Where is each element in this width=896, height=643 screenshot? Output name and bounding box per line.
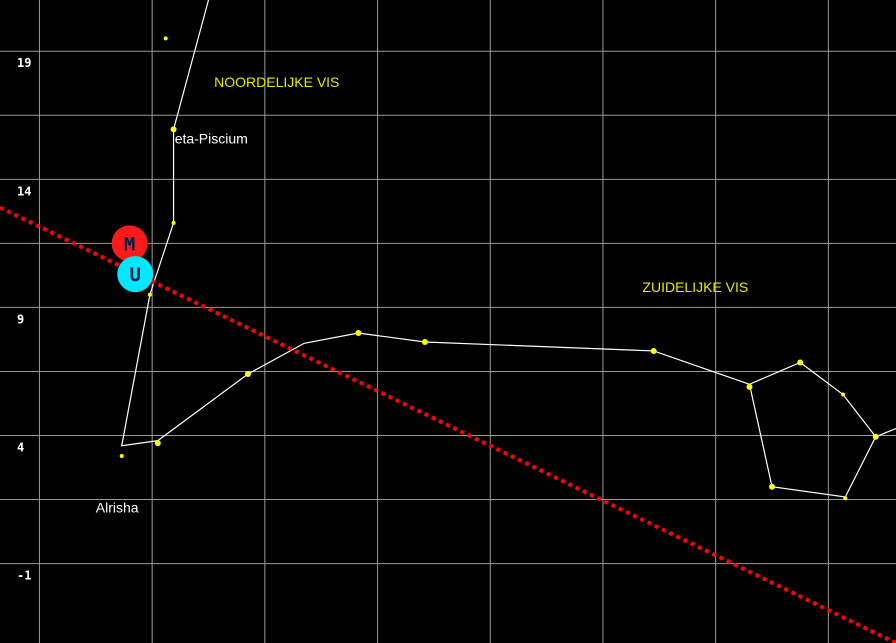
constellation-lines <box>120 0 896 498</box>
star-point <box>170 126 177 133</box>
planet-marker-disc[interactable] <box>111 225 148 262</box>
star-point <box>119 453 124 458</box>
star-point <box>797 359 804 366</box>
star-point <box>650 347 657 354</box>
y-tick-label: 19 <box>17 56 31 70</box>
star-point <box>171 220 176 225</box>
planet-marker-u[interactable]: U <box>117 256 154 293</box>
planet-marker-m[interactable]: M <box>111 225 148 262</box>
ecliptic-path <box>0 205 896 643</box>
y-tick-label: 14 <box>17 184 31 198</box>
star-point <box>154 440 161 447</box>
planet-marker-letter[interactable]: U <box>130 264 141 286</box>
planet-markers[interactable]: MU <box>111 225 154 293</box>
star-point <box>843 496 848 501</box>
star-point <box>147 292 152 297</box>
constellation-label: ZUIDELIJKE VIS <box>642 279 748 295</box>
constellation-line <box>120 0 896 447</box>
star-point <box>769 483 776 490</box>
y-tick-label: 4 <box>17 440 24 454</box>
star-point <box>872 433 879 440</box>
y-tick-label: -1 <box>17 569 31 583</box>
star-point <box>244 371 251 378</box>
star-label: eta-Piscium <box>175 130 248 146</box>
planet-marker-letter[interactable]: M <box>124 233 135 255</box>
ecliptic-line <box>0 205 896 643</box>
star-point <box>163 36 168 41</box>
star-point <box>841 392 846 397</box>
star-point <box>421 338 428 345</box>
y-axis-ticks: 19 14 9 4 -1 <box>17 56 31 582</box>
star-point <box>355 330 362 337</box>
labels: NOORDELIJKE VIS ZUIDELIJKE VIS eta-Piscium… <box>96 74 748 515</box>
star-point <box>746 383 753 390</box>
y-tick-label: 9 <box>17 312 24 326</box>
star-label: Alrisha <box>96 499 139 515</box>
stars <box>119 36 879 501</box>
constellation-label: NOORDELIJKE VIS <box>214 74 339 90</box>
planet-marker-disc[interactable] <box>117 256 154 293</box>
constellation-line <box>748 384 877 498</box>
